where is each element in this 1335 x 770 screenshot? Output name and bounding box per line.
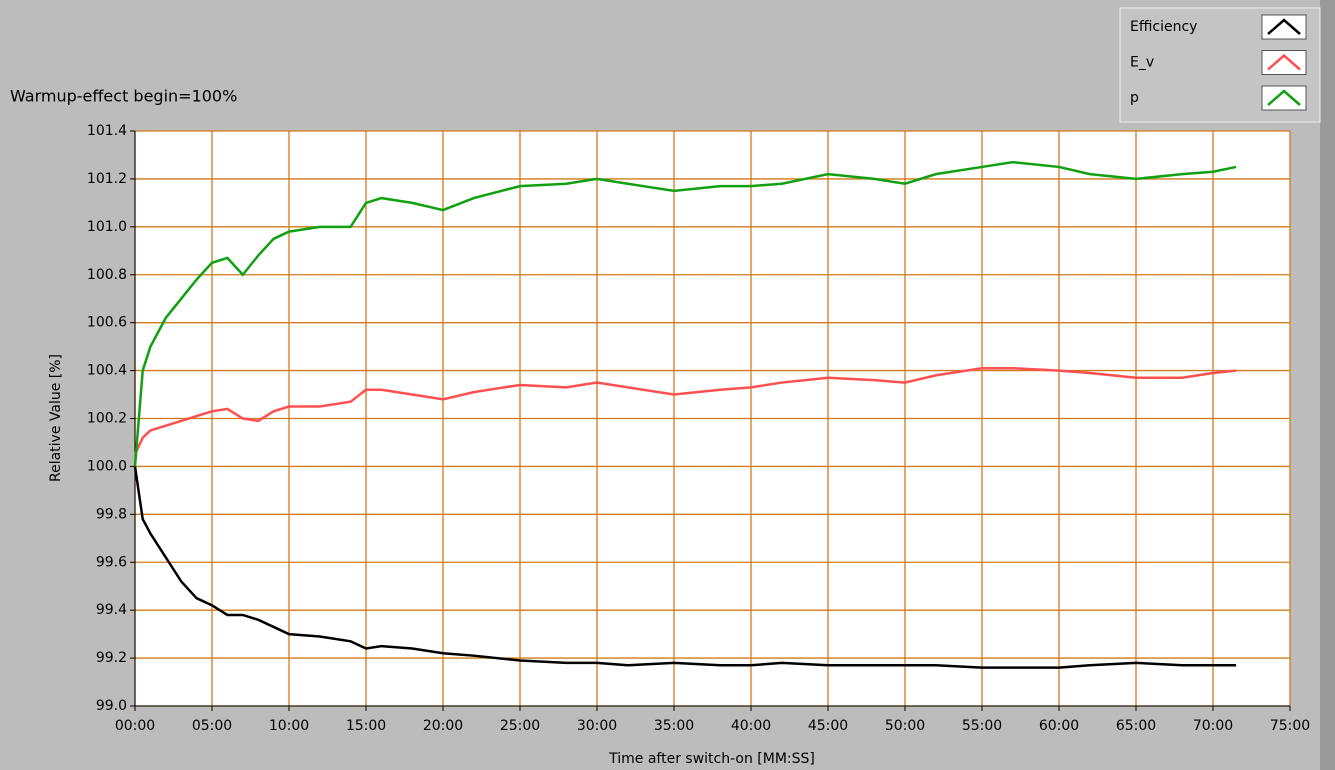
legend-glyph xyxy=(1267,53,1301,71)
x-tick-label: 25:00 xyxy=(500,718,540,734)
y-tick-label: 99.0 xyxy=(96,698,127,714)
y-tick-label: 99.6 xyxy=(96,554,127,570)
y-tick-label: 100.4 xyxy=(87,363,127,379)
x-tick-label: 00:00 xyxy=(115,718,155,734)
x-tick-label: 70:00 xyxy=(1193,718,1233,734)
x-tick-label: 20:00 xyxy=(423,718,463,734)
y-tick-label: 99.4 xyxy=(96,602,127,618)
x-tick-label: 15:00 xyxy=(346,718,386,734)
x-tick-label: 10:00 xyxy=(269,718,309,734)
series-line xyxy=(133,366,1237,455)
y-tick-label: 101.0 xyxy=(87,219,127,235)
x-tick-label: 35:00 xyxy=(654,718,694,734)
x-tick-label: 40:00 xyxy=(731,718,771,734)
x-tick-label: 30:00 xyxy=(577,718,617,734)
series-line xyxy=(133,160,1237,467)
y-tick-label: 100.0 xyxy=(87,458,127,474)
side-strip xyxy=(1320,0,1335,770)
x-tick-label: 75:00 xyxy=(1270,718,1310,734)
annotation: Warmup-effect begin=100% xyxy=(10,87,237,106)
legend-glyph xyxy=(1267,18,1301,35)
legend-label: p xyxy=(1130,90,1139,106)
legend-label: E_v xyxy=(1130,55,1154,71)
legend-label: Efficiency xyxy=(1130,19,1197,35)
legend-glyph xyxy=(1267,89,1301,106)
y-tick-label: 99.8 xyxy=(96,506,127,522)
y-tick-label: 100.6 xyxy=(87,315,127,331)
x-tick-label: 65:00 xyxy=(1116,718,1156,734)
y-tick-label: 101.4 xyxy=(87,123,127,139)
x-tick-label: 55:00 xyxy=(962,718,1002,734)
series-line xyxy=(133,466,1237,669)
y-tick-label: 100.8 xyxy=(87,267,127,283)
x-tick-label: 05:00 xyxy=(192,718,232,734)
y-tick-label: 101.2 xyxy=(87,171,127,187)
x-tick-label: 50:00 xyxy=(885,718,925,734)
y-axis-label: Relative Value [%] xyxy=(48,354,64,482)
x-tick-label: 45:00 xyxy=(808,718,848,734)
x-axis-label: Time after switch-on [MM:SS] xyxy=(608,751,815,767)
y-tick-label: 99.2 xyxy=(96,650,127,666)
y-tick-label: 100.2 xyxy=(87,411,127,427)
x-tick-label: 60:00 xyxy=(1039,718,1079,734)
